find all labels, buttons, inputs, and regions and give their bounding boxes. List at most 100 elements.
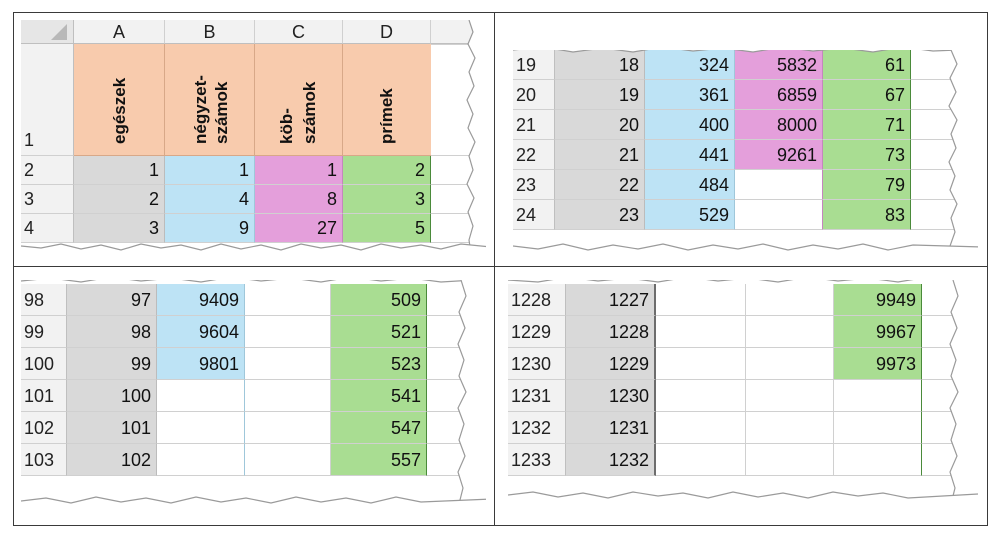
cell-c[interactable]: 1 — [255, 156, 343, 185]
cell-empty[interactable] — [656, 380, 746, 412]
cell-a[interactable]: 1229 — [566, 348, 656, 380]
row-header[interactable]: 102 — [21, 412, 67, 444]
cell-empty[interactable] — [656, 284, 746, 316]
cell-b[interactable]: 9409 — [157, 284, 245, 316]
cell-empty[interactable] — [245, 316, 331, 348]
cell-a[interactable]: 1231 — [566, 412, 656, 444]
cell-d[interactable]: 73 — [823, 140, 911, 170]
row-header[interactable]: 20 — [513, 80, 555, 110]
row-header[interactable]: 1228 — [508, 284, 566, 316]
cell-a[interactable]: 3 — [74, 214, 165, 243]
row-header[interactable]: 23 — [513, 170, 555, 200]
cell-d[interactable]: 523 — [331, 348, 427, 380]
cell-empty[interactable] — [427, 412, 486, 444]
cell-a[interactable]: 1228 — [566, 316, 656, 348]
cell-a[interactable]: 2 — [74, 185, 165, 214]
cell-a[interactable]: 102 — [67, 444, 157, 476]
header-cell-kobszamok[interactable]: köb- számok — [255, 44, 343, 156]
cell-d[interactable] — [834, 444, 922, 476]
cell-d[interactable]: 2 — [343, 156, 431, 185]
cell-c[interactable]: 6859 — [735, 80, 823, 110]
row-header[interactable]: 22 — [513, 140, 555, 170]
cell-d[interactable]: 557 — [331, 444, 427, 476]
cell-a[interactable]: 22 — [555, 170, 645, 200]
cell-empty[interactable] — [431, 185, 486, 214]
cell-empty[interactable] — [431, 214, 486, 243]
cell-a[interactable]: 21 — [555, 140, 645, 170]
cell-a[interactable]: 19 — [555, 80, 645, 110]
column-header-d[interactable]: D — [343, 20, 431, 44]
cell-empty[interactable] — [911, 170, 978, 200]
cell-c[interactable]: 8 — [255, 185, 343, 214]
cell-c[interactable] — [735, 170, 823, 200]
cell-a[interactable]: 20 — [555, 110, 645, 140]
cell-a[interactable]: 99 — [67, 348, 157, 380]
cell-a[interactable]: 1 — [74, 156, 165, 185]
cell-b[interactable]: 400 — [645, 110, 735, 140]
cell-empty[interactable] — [746, 348, 834, 380]
cell-d[interactable]: 79 — [823, 170, 911, 200]
cell-d[interactable]: 541 — [331, 380, 427, 412]
cell-a[interactable]: 23 — [555, 200, 645, 230]
cell-b[interactable]: 4 — [165, 185, 255, 214]
cell-c[interactable]: 9261 — [735, 140, 823, 170]
cell-b[interactable] — [157, 444, 245, 476]
column-header-e[interactable] — [431, 20, 486, 44]
cell-b[interactable]: 529 — [645, 200, 735, 230]
cell-b[interactable] — [157, 380, 245, 412]
cell-b[interactable]: 484 — [645, 170, 735, 200]
cell-b[interactable]: 441 — [645, 140, 735, 170]
cell-a[interactable]: 97 — [67, 284, 157, 316]
cell-a[interactable]: 101 — [67, 412, 157, 444]
select-all-corner[interactable] — [21, 20, 74, 44]
cell-b[interactable]: 361 — [645, 80, 735, 110]
cell-empty[interactable] — [245, 412, 331, 444]
row-header[interactable]: 1230 — [508, 348, 566, 380]
cell-empty[interactable] — [245, 284, 331, 316]
cell-empty[interactable] — [746, 380, 834, 412]
row-header[interactable]: 1232 — [508, 412, 566, 444]
row-header[interactable]: 4 — [21, 214, 74, 243]
cell-d[interactable]: 67 — [823, 80, 911, 110]
cell-b[interactable] — [157, 412, 245, 444]
row-header[interactable]: 1231 — [508, 380, 566, 412]
column-header-a[interactable]: A — [74, 20, 165, 44]
cell-c[interactable]: 8000 — [735, 110, 823, 140]
cell-c[interactable] — [735, 200, 823, 230]
cell-empty[interactable] — [922, 284, 978, 316]
cell-empty[interactable] — [911, 140, 978, 170]
row-header[interactable]: 3 — [21, 185, 74, 214]
cell-d[interactable]: 61 — [823, 50, 911, 80]
column-header-b[interactable]: B — [165, 20, 255, 44]
cell-empty[interactable] — [911, 50, 978, 80]
cell-d[interactable]: 547 — [331, 412, 427, 444]
cell-d[interactable]: 71 — [823, 110, 911, 140]
cell-a[interactable]: 100 — [67, 380, 157, 412]
cell-empty[interactable] — [656, 348, 746, 380]
row-header[interactable]: 101 — [21, 380, 67, 412]
header-cell-primek[interactable]: prímek — [343, 44, 431, 156]
row-header[interactable]: 21 — [513, 110, 555, 140]
cell-a[interactable]: 1230 — [566, 380, 656, 412]
row-header[interactable]: 2 — [21, 156, 74, 185]
cell-empty[interactable] — [922, 380, 978, 412]
row-header[interactable]: 1 — [21, 44, 74, 156]
cell-d[interactable]: 521 — [331, 316, 427, 348]
row-header[interactable]: 19 — [513, 50, 555, 80]
cell-empty[interactable] — [245, 444, 331, 476]
header-cell-negyzetszamok[interactable]: négyzet- számok — [165, 44, 255, 156]
row-header[interactable]: 1229 — [508, 316, 566, 348]
cell-d[interactable]: 9949 — [834, 284, 922, 316]
row-header[interactable]: 98 — [21, 284, 67, 316]
row-header[interactable]: 100 — [21, 348, 67, 380]
row-header[interactable]: 103 — [21, 444, 67, 476]
cell-empty[interactable] — [746, 284, 834, 316]
cell-empty[interactable] — [656, 316, 746, 348]
column-header-c[interactable]: C — [255, 20, 343, 44]
cell-b[interactable]: 1 — [165, 156, 255, 185]
cell-a[interactable]: 1232 — [566, 444, 656, 476]
row-header[interactable]: 99 — [21, 316, 67, 348]
cell-b[interactable]: 9 — [165, 214, 255, 243]
cell-empty[interactable] — [427, 380, 486, 412]
cell-empty[interactable] — [245, 348, 331, 380]
